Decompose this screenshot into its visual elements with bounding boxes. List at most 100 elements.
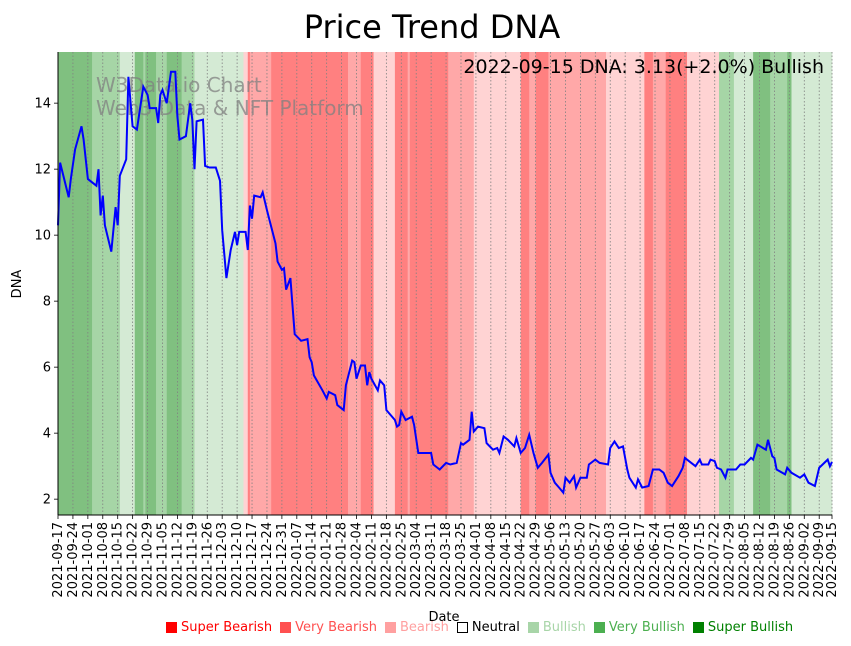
x-tick-label: 2022-08-19 — [767, 522, 782, 598]
legend: Super Bearish Very Bearish Bearish Neutral B… — [166, 620, 801, 635]
band-super-bullish — [145, 52, 157, 515]
x-tick-label: 2022-03-25 — [454, 522, 469, 598]
x-tick-label: 2022-03-04 — [409, 522, 424, 598]
x-tick-label: 2022-02-04 — [350, 522, 365, 598]
legend-swatch — [384, 622, 396, 633]
legend-label: Super Bullish — [707, 620, 794, 635]
x-tick-label: 2021-11-26 — [200, 522, 215, 598]
band-bullish — [733, 52, 754, 515]
x-tick-label: 2022-06-17 — [633, 522, 648, 598]
legend-swatch — [280, 622, 292, 633]
band-super-bearish — [665, 52, 688, 515]
legend-swatch — [166, 622, 177, 633]
x-tick-label: 2022-07-15 — [693, 522, 708, 598]
band-super-bullish — [753, 52, 771, 515]
x-tick-label: 2021-10-15 — [111, 522, 126, 598]
x-tick-label: 2021-09-24 — [66, 522, 81, 598]
x-tick-label: 2022-07-29 — [723, 522, 738, 598]
x-tick-label: 2022-07-22 — [708, 522, 723, 598]
legend-item-super-bearish: Super Bearish — [166, 620, 272, 635]
x-tick-label: 2022-07-01 — [663, 522, 678, 598]
y-axis-label: DNA — [10, 270, 25, 299]
chart-title: Price Trend DNA — [304, 8, 561, 46]
x-tick-label: 2022-05-20 — [573, 522, 588, 598]
x-tick-label: 2022-09-15 — [825, 522, 840, 598]
x-tick-label: 2022-02-18 — [379, 522, 394, 598]
x-tick-label: 2021-12-24 — [260, 522, 275, 598]
y-tick-label: 12 — [34, 163, 51, 178]
axes: 2021-09-17 2021-09-24 2021-10-01 2021-10-08… — [34, 52, 840, 598]
y-tick-label: 10 — [34, 229, 51, 244]
x-tick-label: 2022-03-11 — [424, 522, 439, 598]
x-tick-label: 2022-05-06 — [544, 522, 559, 598]
band-bearish — [373, 52, 396, 515]
legend-item-very-bearish: Very Bearish — [280, 620, 377, 635]
legend-item-very-bullish: Very Bullish — [593, 620, 685, 635]
legend-swatch — [692, 622, 704, 633]
x-tick-label: 2022-01-28 — [335, 522, 350, 598]
y-tick-label: 14 — [34, 97, 51, 112]
x-tick-label: 2021-10-22 — [126, 522, 141, 598]
band-super-bearish — [247, 52, 251, 515]
band-very-bearish — [548, 52, 607, 515]
legend-label: Bullish — [542, 620, 586, 635]
band-bearish — [243, 52, 249, 515]
legend-label: Very Bearish — [295, 620, 377, 635]
x-tick-label: 2022-04-01 — [469, 522, 484, 598]
status-annotation: 2022-09-15 DNA: 3.13(+2.0%) Bullish — [463, 56, 824, 78]
x-tick-label: 2022-05-27 — [588, 522, 603, 598]
x-tick-label: 2021-12-17 — [245, 522, 260, 598]
band-super-bearish — [644, 52, 654, 515]
x-tick-label: 2022-08-26 — [782, 522, 797, 598]
x-tick-label: 2022-02-11 — [364, 522, 379, 598]
legend-label: Bearish — [399, 620, 449, 635]
x-tick-label: 2021-11-12 — [170, 522, 185, 598]
band-very-bullish — [143, 52, 146, 515]
band-very-bearish — [347, 52, 362, 515]
legend-item-bearish: Bearish — [384, 620, 449, 635]
x-tick-label: 2022-04-22 — [514, 522, 529, 598]
y-tick-label: 4 — [43, 427, 51, 442]
x-tick-label: 2022-02-25 — [394, 522, 409, 598]
x-tick-label: 2021-10-08 — [96, 522, 111, 598]
legend-item-super-bullish: Super Bullish — [692, 620, 794, 635]
x-tick-label: 2021-12-10 — [230, 522, 245, 598]
band-very-bearish — [529, 52, 536, 515]
x-tick-label: 2021-11-19 — [185, 522, 200, 598]
x-tick-label: 2022-01-07 — [290, 522, 305, 598]
band-super-bearish — [535, 52, 549, 515]
x-axis-label: Date — [428, 610, 459, 625]
x-tick-label: 2022-08-05 — [738, 522, 753, 598]
x-tick-label: 2022-04-29 — [529, 522, 544, 598]
band-very-bearish — [407, 52, 411, 515]
band-super-bearish — [520, 52, 530, 515]
x-tick-label: 2022-08-12 — [753, 522, 768, 598]
x-tick-label: 2022-09-02 — [797, 522, 812, 598]
x-tick-label: 2022-09-09 — [812, 522, 827, 598]
band-very-bullish — [156, 52, 168, 515]
x-tick-label: 2022-04-08 — [484, 522, 499, 598]
band-very-bullish — [181, 52, 195, 515]
legend-label: Very Bullish — [608, 620, 685, 635]
legend-swatch — [593, 622, 605, 633]
watermark-line-2: Web3 Data & NFT Platform — [96, 96, 364, 120]
y-tick-label: 8 — [43, 295, 51, 310]
band-very-bullish — [770, 52, 788, 515]
x-tick-label: 2022-04-15 — [499, 522, 514, 598]
legend-label: Neutral — [471, 620, 520, 635]
x-tick-label: 2022-06-24 — [648, 522, 663, 598]
x-tick-label: 2022-06-03 — [603, 522, 618, 598]
legend-swatch — [527, 622, 539, 633]
band-very-bullish — [92, 52, 121, 515]
price-line — [57, 70, 833, 495]
legend-item-bullish: Bullish — [527, 620, 586, 635]
x-tick-label: 2021-10-01 — [81, 522, 96, 598]
x-tick-label: 2021-12-03 — [215, 522, 230, 598]
band-bearish — [473, 52, 521, 515]
legend-swatch — [456, 622, 468, 633]
x-tick-label: 2022-05-13 — [558, 522, 573, 598]
x-tick-label: 2021-09-17 — [51, 522, 66, 598]
band-very-bearish — [249, 52, 272, 515]
band-very-bearish — [652, 52, 666, 515]
x-tick-label: 2021-11-05 — [155, 522, 170, 598]
